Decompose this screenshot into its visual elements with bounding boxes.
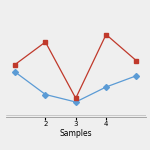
X-axis label: Samples: Samples [59,129,92,138]
